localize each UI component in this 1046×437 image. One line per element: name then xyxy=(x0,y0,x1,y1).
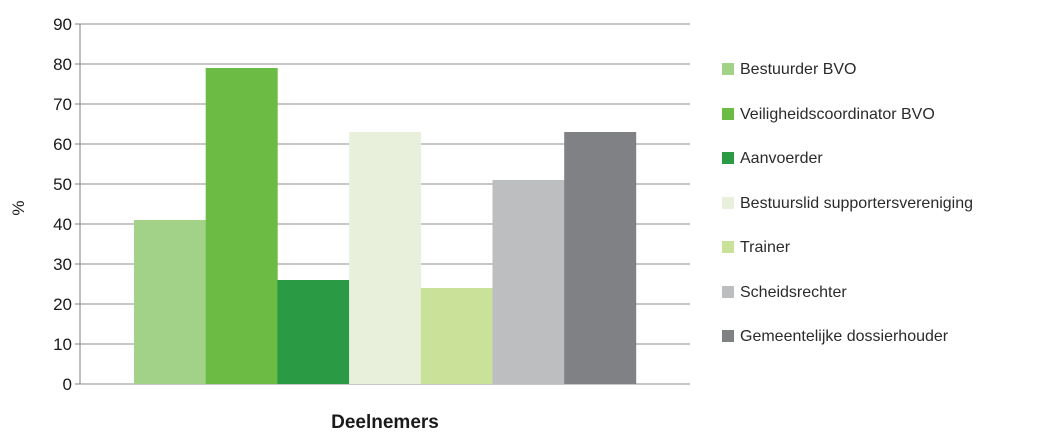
y-tick-label: 80 xyxy=(53,55,72,74)
legend-label: Gemeentelijke dossierhouder xyxy=(740,328,949,345)
y-tick-label: 40 xyxy=(53,215,72,234)
bar-aanvoerder xyxy=(277,280,350,384)
legend-item: Aanvoerder xyxy=(722,149,823,169)
bar-bestuurder-bvo xyxy=(134,220,206,384)
legend-label: Trainer xyxy=(740,239,791,256)
legend-item: Bestuurder BVO xyxy=(722,60,857,80)
legend-swatch xyxy=(722,241,734,253)
y-tick-label: 60 xyxy=(53,135,72,154)
legend-label: Bestuurslid supportersvereniging xyxy=(740,194,974,212)
legend-item: Scheidsrechter xyxy=(722,283,847,303)
y-tick-label: 10 xyxy=(53,335,72,354)
legend-item: Veiligheidscoordinator BVO xyxy=(722,105,935,125)
y-tick-label: 30 xyxy=(53,255,72,274)
y-tick-label: 70 xyxy=(53,95,72,114)
bar-scheidsrechter xyxy=(492,180,565,384)
bars xyxy=(134,68,637,384)
legend-swatch xyxy=(722,107,734,120)
x-axis-label: Deelnemers xyxy=(331,412,439,433)
legend-swatch xyxy=(722,152,734,164)
y-tick-label: 20 xyxy=(53,295,72,314)
legend-swatch xyxy=(722,196,734,209)
y-axis-label: % xyxy=(9,200,28,215)
bar-gemeentelijke-dossierhouder xyxy=(564,132,637,384)
bar-veiligheidscoordinator-bvo xyxy=(205,68,278,384)
legend-swatch xyxy=(722,330,734,342)
legend-label: Aanvoerder xyxy=(740,150,823,167)
legend-item: Bestuurslid supportersvereniging xyxy=(722,194,973,214)
y-tick-label: 50 xyxy=(53,175,72,194)
legend-item: Trainer xyxy=(722,238,790,258)
y-tick-label: 0 xyxy=(63,375,72,394)
y-tick-label: 90 xyxy=(53,15,72,34)
legend-swatch xyxy=(722,63,734,75)
legend-label: Veiligheidscoordinator BVO xyxy=(740,105,935,123)
bar-trainer xyxy=(420,288,493,384)
legend-label: Scheidsrechter xyxy=(740,283,847,301)
legend-label: Bestuurder BVO xyxy=(740,61,857,78)
legend-swatch xyxy=(722,285,734,298)
y-axis-ticks: 0 10 20 30 40 50 60 70 80 90 xyxy=(53,15,80,394)
legend-item: Gemeentelijke dossierhouder xyxy=(722,327,948,347)
bar-bestuurslid-supportersvereniging xyxy=(349,132,422,384)
